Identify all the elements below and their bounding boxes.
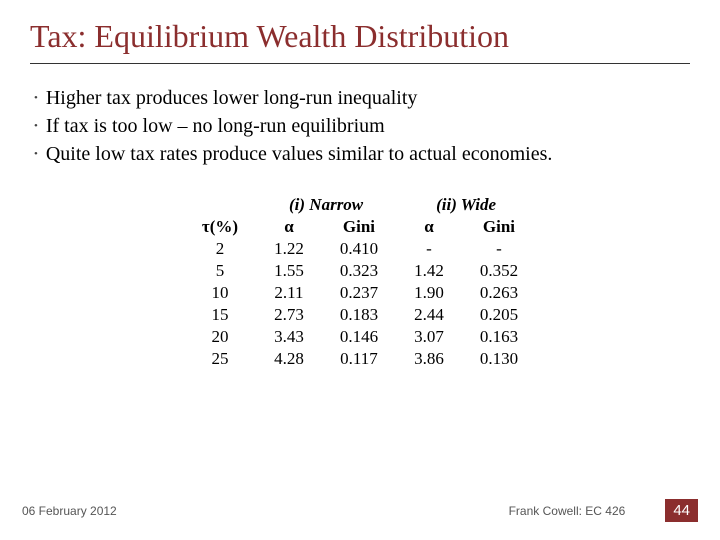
table-cell: 3.07 (396, 326, 462, 348)
table-cell: 0.263 (462, 282, 536, 304)
table-row: 25 4.28 0.117 3.86 0.130 (184, 348, 536, 370)
bullet-list: • Higher tax produces lower long-run ine… (34, 84, 690, 168)
table-header-cell: α (256, 216, 322, 238)
table-row: 20 3.43 0.146 3.07 0.163 (184, 326, 536, 348)
table-container: (i) Narrow (ii) Wide τ(%) α Gini α Gini … (30, 194, 690, 370)
table-group-header: (i) Narrow (ii) Wide (184, 194, 536, 216)
data-table: (i) Narrow (ii) Wide τ(%) α Gini α Gini … (184, 194, 536, 370)
table-cell: 15 (184, 304, 256, 326)
table-cell: 0.323 (322, 260, 396, 282)
table-cell: 1.22 (256, 238, 322, 260)
bullet-dot-icon: • (34, 121, 38, 132)
table-cell: 0.183 (322, 304, 396, 326)
table-col-header: τ(%) α Gini α Gini (184, 216, 536, 238)
slide-footer: 06 February 2012 Frank Cowell: EC 426 44 (0, 499, 720, 522)
table-cell: 1.55 (256, 260, 322, 282)
table-cell: - (396, 238, 462, 260)
table-cell: 3.86 (396, 348, 462, 370)
footer-date: 06 February 2012 (22, 504, 117, 518)
table-cell: 2.11 (256, 282, 322, 304)
table-cell: 0.117 (322, 348, 396, 370)
title-underline (30, 63, 690, 64)
table-header-cell: Gini (462, 216, 536, 238)
table-cell: 3.43 (256, 326, 322, 348)
bullet-text: Quite low tax rates produce values simil… (46, 140, 690, 168)
table-cell: 2.44 (396, 304, 462, 326)
table-cell: 1.42 (396, 260, 462, 282)
footer-page-number: 44 (665, 499, 698, 522)
table-header-cell: α (396, 216, 462, 238)
table-cell: 2.73 (256, 304, 322, 326)
table-cell: - (462, 238, 536, 260)
bullet-dot-icon: • (34, 93, 38, 104)
table-cell: 0.352 (462, 260, 536, 282)
bullet-dot-icon: • (34, 149, 38, 160)
table-cell: 0.130 (462, 348, 536, 370)
table-cell: 20 (184, 326, 256, 348)
table-cell: 0.237 (322, 282, 396, 304)
table-cell: 0.163 (462, 326, 536, 348)
table-cell: 10 (184, 282, 256, 304)
table-cell: 0.205 (462, 304, 536, 326)
bullet-item: • Quite low tax rates produce values sim… (34, 140, 690, 168)
table-header-cell: (ii) Wide (396, 194, 536, 216)
table-cell: 25 (184, 348, 256, 370)
table-header-cell: Gini (322, 216, 396, 238)
table-row: 2 1.22 0.410 - - (184, 238, 536, 260)
page-title: Tax: Equilibrium Wealth Distribution (30, 18, 690, 55)
bullet-item: • Higher tax produces lower long-run ine… (34, 84, 690, 112)
table-cell: 2 (184, 238, 256, 260)
slide-content: Tax: Equilibrium Wealth Distribution • H… (0, 0, 720, 370)
table-cell: 5 (184, 260, 256, 282)
table-cell: 1.90 (396, 282, 462, 304)
bullet-item: • If tax is too low – no long-run equili… (34, 112, 690, 140)
table-header-cell: (i) Narrow (256, 194, 396, 216)
table-header-cell (184, 194, 256, 216)
table-cell: 0.410 (322, 238, 396, 260)
table-row: 15 2.73 0.183 2.44 0.205 (184, 304, 536, 326)
table-row: 10 2.11 0.237 1.90 0.263 (184, 282, 536, 304)
bullet-text: Higher tax produces lower long-run inequ… (46, 84, 690, 112)
table-header-cell: τ(%) (184, 216, 256, 238)
footer-author: Frank Cowell: EC 426 (509, 504, 626, 518)
table-row: 5 1.55 0.323 1.42 0.352 (184, 260, 536, 282)
bullet-text: If tax is too low – no long-run equilibr… (46, 112, 690, 140)
table-cell: 0.146 (322, 326, 396, 348)
table-cell: 4.28 (256, 348, 322, 370)
